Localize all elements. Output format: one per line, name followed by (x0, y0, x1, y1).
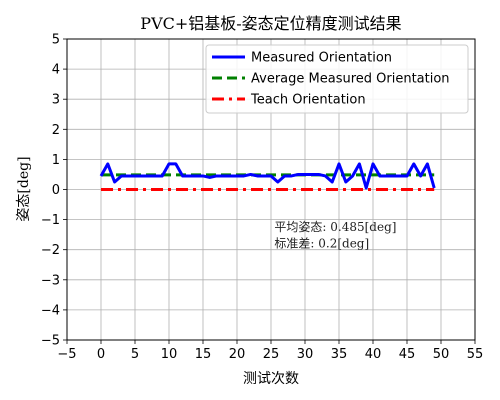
y-tick-label: 4 (52, 63, 60, 78)
x-tick-label: 40 (365, 347, 382, 362)
x-tick-label: 35 (331, 347, 348, 362)
x-tick-label: 0 (97, 347, 105, 362)
annotation-text: 标准差: 0.2[deg] (274, 237, 369, 251)
plot-series (99, 162, 436, 191)
x-tick-label: 15 (195, 347, 212, 362)
annotations: 平均姿态: 0.485[deg] 标准差: 0.2[deg] (274, 220, 396, 251)
chart-title: PVC+铝基板-姿态定位精度测试结果 (140, 14, 401, 33)
y-tick-label: 1 (52, 153, 60, 168)
y-axis-label: 姿态[deg] (16, 156, 32, 221)
annotation-text: 平均姿态: 0.485[deg] (274, 220, 396, 234)
x-tick-label: 55 (467, 347, 484, 362)
legend-label: Measured Orientation (251, 51, 392, 66)
series-line-0 (99, 162, 436, 190)
y-tick-label: −5 (41, 334, 60, 349)
legend-label: Teach Orientation (250, 93, 366, 108)
x-axis-label: 测试次数 (243, 371, 299, 387)
y-tick-label: 0 (52, 183, 60, 198)
x-tick-label: 30 (297, 347, 314, 362)
y-tick-label: −3 (41, 273, 60, 288)
legend-box (205, 44, 469, 114)
y-tick-label: 5 (52, 33, 60, 48)
x-tick-label: 10 (161, 347, 178, 362)
legend: Measured Orientation Average Measured Ori… (205, 44, 469, 114)
x-tick-label: 50 (433, 347, 450, 362)
x-tick-label: −5 (57, 347, 76, 362)
x-tick-label: 25 (263, 347, 280, 362)
x-tick-label: 20 (229, 347, 246, 362)
y-tick-label: 3 (52, 93, 60, 108)
legend-label: Average Measured Orientation (251, 72, 450, 87)
x-tick-label: 5 (131, 347, 139, 362)
x-tick-label: 45 (399, 347, 416, 362)
y-tick-label: −2 (41, 243, 60, 258)
y-tick-label: −4 (41, 303, 60, 318)
y-tick-label: 2 (52, 123, 60, 138)
y-tick-label: −1 (41, 213, 60, 228)
